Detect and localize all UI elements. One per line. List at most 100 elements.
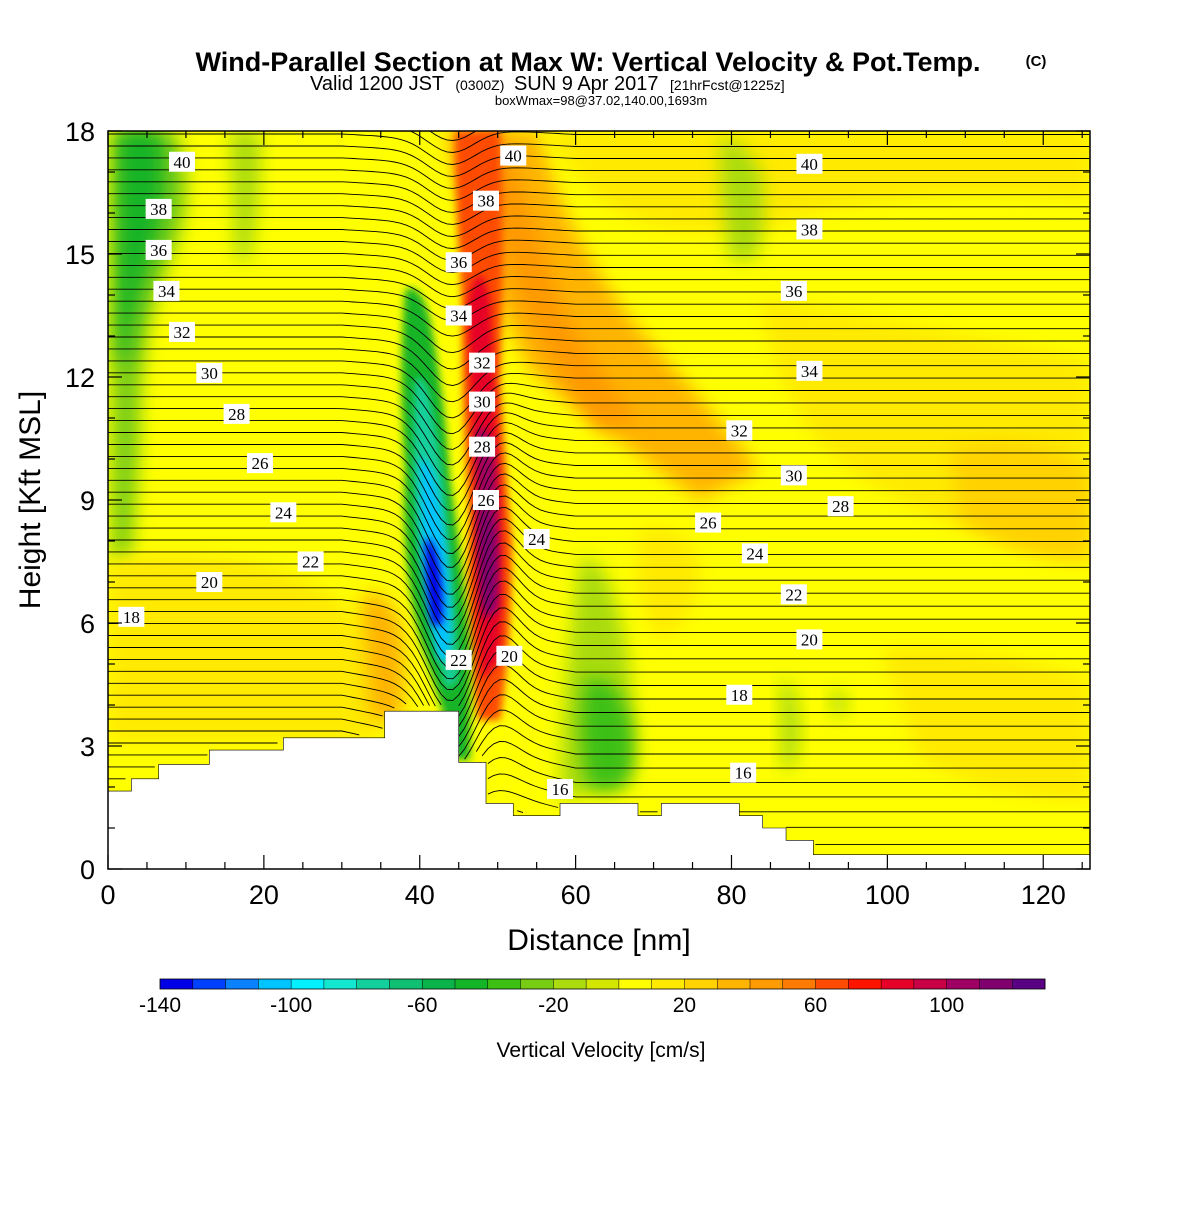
contour-label-text: 18 (731, 686, 748, 705)
contour-label-text: 24 (746, 544, 764, 563)
contour-label-text: 36 (150, 241, 167, 260)
velocity-region (118, 131, 164, 360)
valid-date: SUN 9 Apr 2017 (514, 73, 659, 95)
colorbar-tick-label: -20 (538, 994, 568, 1017)
contour-label: 26 (695, 512, 722, 533)
contour-label: 34 (153, 280, 180, 301)
contour-label: 36 (445, 252, 472, 273)
colorbar-swatch (356, 979, 390, 989)
colorbar-swatch (455, 979, 489, 989)
contour-label-text: 28 (228, 405, 245, 424)
theta-contour (108, 408, 1090, 481)
theta-contour (108, 658, 1090, 737)
contour-label: 18 (726, 684, 753, 705)
contour-label-text: 24 (275, 503, 293, 522)
theta-contour (108, 169, 1090, 201)
theta-contour (108, 372, 1090, 435)
colorbar-swatch (323, 979, 358, 989)
contour-label-text: 20 (501, 647, 518, 666)
theta-contour (108, 647, 1090, 727)
contour-label-box (297, 551, 324, 572)
contour-labels: 40 38 36 34 32 30 28 26 24 22 20 18 40 38 36 34 32 30 28 26… (118, 145, 854, 800)
contour-label: 40 (169, 151, 196, 172)
contour-label-box (196, 362, 223, 383)
colorbar-tick-label: 20 (673, 994, 696, 1017)
contour-label-box (796, 629, 823, 650)
theta-contour (108, 276, 1090, 310)
colorbar-swatch (389, 979, 423, 989)
contour-label-box (780, 584, 807, 605)
contour-label-text: 40 (174, 153, 191, 172)
contour-label: 32 (469, 352, 496, 373)
contour-label-text: 22 (785, 585, 802, 604)
contour-label-text: 30 (785, 466, 802, 485)
forecast-info: [21hrFcst@1225z] (670, 77, 785, 93)
theta-contour (108, 518, 1090, 621)
contour-label: 36 (780, 280, 807, 301)
contour-label: 30 (196, 362, 223, 383)
y-axis-title: Height [Kft MSL] (14, 391, 47, 609)
contour-label: 30 (469, 391, 496, 412)
theta-contour (108, 778, 1090, 845)
contour-label-text: 16 (552, 780, 569, 799)
y-tick-label: 0 (80, 855, 95, 885)
colorbar-swatch (946, 979, 980, 989)
colorbar-swatch (1012, 979, 1046, 989)
theta-contour (108, 431, 1090, 511)
contour-label: 24 (523, 528, 550, 549)
theta-contour (108, 607, 1090, 701)
valid-prefix: Valid 1200 JST (310, 73, 444, 95)
contour-label-box (472, 490, 499, 510)
contour-label: 32 (169, 321, 196, 342)
colorbar-swatch (848, 979, 882, 989)
y-tick-label: 9 (80, 486, 95, 516)
theta-contour (108, 706, 1090, 755)
contour-label: 34 (796, 360, 823, 381)
contour-label-box (169, 151, 196, 172)
contour-label: 20 (796, 629, 823, 650)
contour-label-text: 38 (801, 220, 818, 239)
theta-contour (108, 205, 1090, 237)
terrain (108, 710, 1090, 869)
contour-label-box (469, 352, 496, 373)
contour-label-box (445, 305, 472, 326)
theta-contour (108, 360, 1090, 419)
theta-contour (108, 442, 1090, 526)
theta-contour (108, 264, 1090, 298)
plot-area: 40 38 36 34 32 30 28 26 24 22 20 18 40 38 36 34 32 30 28 26… (108, 131, 1090, 869)
box-wmax-info: boxWmax=98@37.02,140.00,1693m (495, 93, 707, 108)
contour-label-text: 40 (505, 147, 522, 166)
theta-contour (108, 567, 1090, 669)
contour-label-text: 36 (785, 282, 802, 301)
theta-contour (108, 621, 1090, 707)
contour-label: 36 (145, 239, 172, 260)
colorbar-swatch (684, 979, 718, 989)
contour-label-box (796, 360, 823, 381)
theta-contour (108, 742, 1090, 798)
contour-label-text: 34 (801, 362, 819, 381)
contour-label-text: 34 (158, 282, 176, 301)
x-tick-label: 0 (100, 880, 115, 910)
contour-label-box (270, 502, 297, 523)
velocity-region (780, 679, 800, 770)
x-axis: 0 20 40 60 80 100 120 (100, 131, 1083, 910)
colorbar-frame (159, 978, 1046, 990)
theta-contour (108, 580, 1090, 680)
theta-contour (108, 635, 1090, 717)
velocity-region (720, 139, 764, 260)
contour-label-box (741, 543, 768, 564)
velocity-region (950, 443, 1090, 560)
theta-contour (108, 694, 1090, 760)
contour-label-box (496, 645, 523, 666)
velocity-region (480, 131, 640, 430)
contour-label: 40 (500, 145, 527, 166)
contour-label: 18 (118, 606, 145, 627)
contour-label-text: 16 (735, 764, 752, 783)
colorbar-swatch (258, 979, 292, 989)
contour-label-text: 24 (528, 530, 546, 549)
colorbar-swatch (487, 979, 521, 989)
contour-label-text: 36 (450, 253, 467, 272)
velocity-region (880, 648, 1090, 800)
contour-label-box (118, 606, 145, 627)
